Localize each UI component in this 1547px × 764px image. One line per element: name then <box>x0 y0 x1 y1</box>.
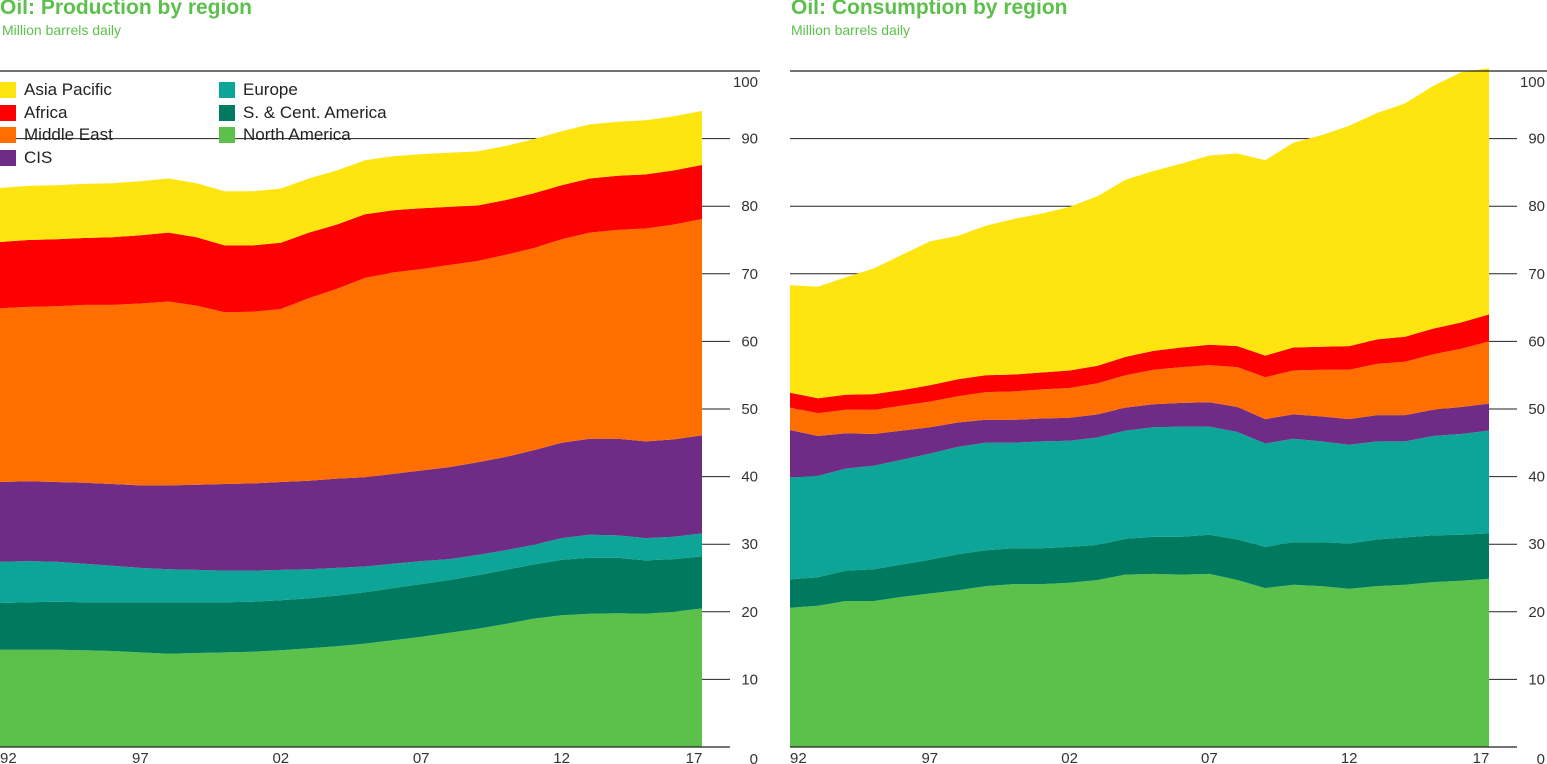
x-tick-label: 92 <box>0 750 17 764</box>
y-tick-label: 60 <box>741 333 758 350</box>
legend-swatch <box>0 149 16 166</box>
y-tick-label: 30 <box>1528 536 1545 553</box>
legend-label: Asia Pacific <box>24 80 112 99</box>
area-europe <box>790 426 1489 580</box>
y-tick-label: 20 <box>1528 604 1545 621</box>
legend-item: S. & Cent. America <box>219 103 387 123</box>
legend-item: CIS <box>0 148 52 168</box>
legend-swatch <box>219 82 235 98</box>
x-tick-label: 02 <box>1061 750 1078 764</box>
legend-label: Middle East <box>24 125 113 144</box>
y-tick-label: 80 <box>1528 198 1545 215</box>
y-tick-label: 40 <box>741 469 758 486</box>
area-asia-pacific <box>790 68 1489 399</box>
x-tick-label: 02 <box>272 750 289 764</box>
legend-swatch <box>219 127 235 143</box>
area-north-america <box>790 573 1489 747</box>
area-s-cent-america <box>790 533 1489 608</box>
x-tick-label: 97 <box>921 750 938 764</box>
production-chart-subtitle: Million barrels daily <box>2 22 122 38</box>
legend-item: Africa <box>0 103 67 123</box>
x-tick-label: 97 <box>132 750 149 764</box>
y-tick-label: 30 <box>741 536 758 553</box>
x-tick-label: 92 <box>790 750 807 764</box>
legend-label: S. & Cent. America <box>243 102 387 122</box>
y-tick-label: 90 <box>1528 131 1545 148</box>
legend-swatch <box>0 104 16 121</box>
y-tick-label: 50 <box>741 401 758 418</box>
y-tick-label: 40 <box>1528 469 1545 486</box>
x-tick-label: 12 <box>1341 750 1358 764</box>
x-tick-label: 07 <box>413 750 430 764</box>
area-north-america <box>0 608 702 747</box>
area-asia-pacific <box>0 110 702 246</box>
legend-label: Europe <box>243 80 298 99</box>
area-cis <box>790 402 1489 478</box>
y-tick-label: 10 <box>741 671 758 688</box>
y-tick-label: 60 <box>1528 333 1545 350</box>
area-africa <box>0 165 702 313</box>
y-tick-label: 100 <box>1520 74 1545 91</box>
y-tick-label: 20 <box>741 604 758 621</box>
legend-item: Middle East <box>0 125 113 145</box>
production-chart: 0 10 20 30 40 50 60 70 80 90 100 92 97 02 07 12 17 <box>0 70 760 764</box>
consumption-chart-subtitle: Million barrels daily <box>791 22 911 38</box>
production-chart-title: Oil: Production by region <box>0 0 252 19</box>
area-s-cent-america <box>0 556 702 654</box>
y-tick-label: 70 <box>741 266 758 283</box>
legend-item: North America <box>219 125 351 145</box>
y-tick-label: 10 <box>1528 671 1545 688</box>
x-tick-label: 17 <box>686 750 703 764</box>
y-tick-label: 90 <box>741 131 758 148</box>
area-africa <box>790 314 1489 414</box>
x-tick-label: 12 <box>553 750 570 764</box>
area-cis <box>0 435 702 571</box>
legend-swatch <box>0 127 16 143</box>
legend-swatch <box>0 82 16 98</box>
area-middle-east <box>0 219 702 486</box>
y-tick-label: 50 <box>1528 401 1545 418</box>
y-tick-label: 70 <box>1528 266 1545 283</box>
legend-swatch <box>219 104 235 121</box>
legend-item: Europe <box>219 80 298 100</box>
legend-label: North America <box>243 125 351 144</box>
y-tick-label: 0 <box>750 751 758 764</box>
area-europe <box>0 533 702 603</box>
y-tick-label: 80 <box>741 198 758 215</box>
y-tick-label: 0 <box>1537 751 1545 764</box>
consumption-chart-title: Oil: Consumption by region <box>791 0 1068 19</box>
area-middle-east <box>790 341 1489 436</box>
legend-label: CIS <box>24 147 53 167</box>
x-tick-label: 07 <box>1201 750 1218 764</box>
consumption-chart: 0 10 20 30 40 50 60 70 80 90 100 92 97 02 07 12 17 <box>790 68 1547 764</box>
legend-item: Asia Pacific <box>0 80 112 100</box>
x-tick-label: 17 <box>1473 750 1490 764</box>
legend-label: Africa <box>24 102 68 122</box>
y-tick-label: 100 <box>733 74 758 91</box>
